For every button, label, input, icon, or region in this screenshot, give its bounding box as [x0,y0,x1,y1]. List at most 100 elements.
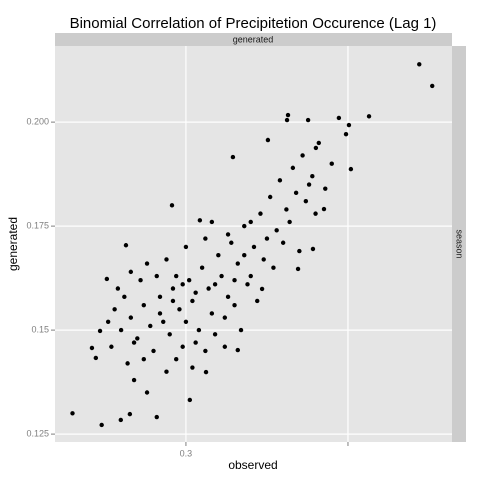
point [316,140,322,146]
point [151,348,156,354]
point [187,397,193,403]
point [212,332,218,337]
point [89,345,95,351]
point [230,154,236,160]
point [70,411,75,416]
panel [55,46,452,442]
point [295,266,301,272]
point [222,315,228,320]
point [284,207,289,212]
point [336,115,342,121]
point [174,273,179,279]
point [255,298,260,304]
point [261,257,266,262]
point [343,131,349,137]
point [313,211,318,216]
point [203,236,208,241]
point [285,112,291,118]
point [190,365,195,370]
point [248,219,253,225]
point [212,282,218,287]
point [97,328,103,334]
y-tick-label: 0.125 [26,428,49,438]
point [161,319,166,324]
point [128,315,134,320]
point [305,117,311,123]
point [170,286,176,291]
point [245,282,250,287]
point [229,240,234,245]
point [267,194,273,200]
point [138,277,143,283]
point [112,307,117,312]
point [235,347,240,353]
point [186,277,192,283]
x-axis-label: observed [228,458,277,472]
point [293,190,299,196]
point [206,286,211,291]
point [180,282,185,287]
point [310,173,315,179]
point [271,265,276,270]
point [259,286,265,292]
point [93,355,99,361]
point [127,411,133,417]
point [287,219,292,225]
point [109,344,114,349]
point [144,261,150,266]
point [238,327,244,333]
point [115,286,121,291]
point [430,83,435,89]
point [154,414,159,420]
point [125,361,130,366]
point [193,340,198,345]
point [203,369,209,375]
point [141,357,146,362]
point [297,248,302,254]
y-tick-label: 0.200 [26,116,49,126]
point [290,165,296,171]
point [99,422,104,428]
point [300,153,305,158]
point [303,198,309,204]
point [280,240,286,245]
point [306,182,312,187]
point [242,253,247,258]
point [323,186,328,191]
point [197,218,203,223]
point [222,344,228,349]
point [248,273,253,279]
point [242,223,247,229]
point [144,390,150,395]
point [329,161,334,166]
point [123,243,129,248]
point [258,211,263,216]
point [118,417,123,423]
point [209,219,215,225]
point [265,137,271,143]
point [366,114,372,119]
point [346,122,352,128]
y-tick-label: 0.15 [31,324,49,334]
point [321,206,327,212]
point [313,145,319,151]
point [157,294,163,300]
point [209,311,215,316]
right-strip [452,46,466,442]
x-tick-label: 0.3 [180,448,193,458]
point [135,336,140,341]
point [131,377,137,383]
point [104,276,110,282]
point [170,298,176,304]
top-strip [55,33,452,46]
strip-label: season [455,229,465,258]
point [167,332,172,337]
point [157,311,163,316]
point [122,294,127,300]
point [264,236,270,241]
point [219,273,224,279]
point [225,232,231,237]
point [348,166,354,172]
